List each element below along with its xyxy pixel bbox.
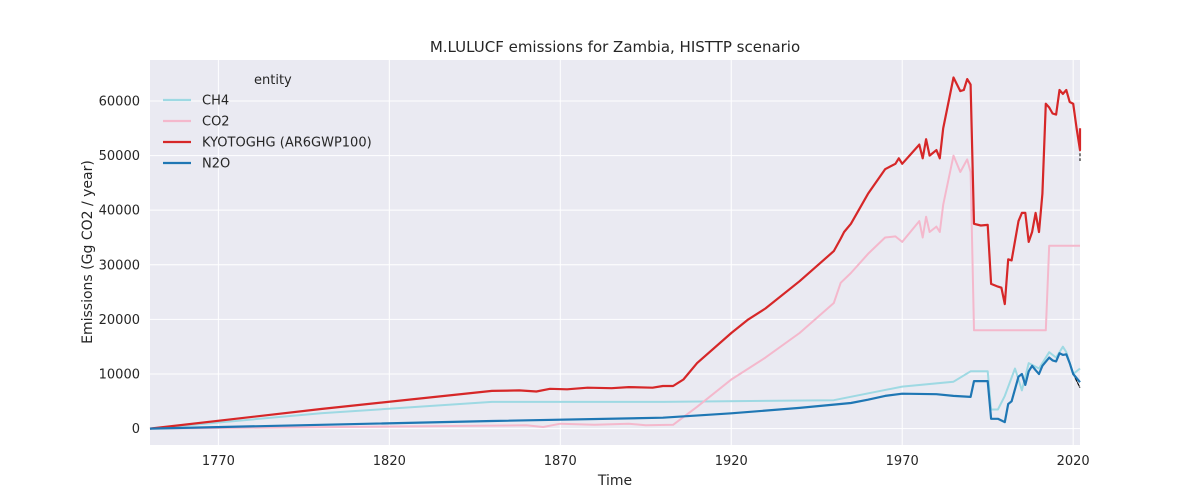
x-tick-labels: 1770 1820 1870 1920 1970 2020 [202, 454, 1090, 469]
legend-label: CH4 [202, 94, 229, 109]
x-axis-label: Time [597, 473, 632, 489]
series-line-kyotoghg-ar6gwp100 [149, 76, 1082, 430]
y-tick-label: 10000 [99, 368, 140, 383]
y-axis-label: Emissions (Gg CO2 / year) [80, 160, 96, 344]
y-tick-labels: 0 10000 20000 30000 40000 50000 60000 [99, 94, 140, 437]
y-tick-label: 60000 [99, 94, 140, 109]
legend-label: N2O [202, 157, 230, 172]
legend-label: CO2 [202, 115, 230, 130]
series-line-co2 [149, 154, 1080, 430]
x-tick-label: 1770 [202, 454, 235, 469]
y-tick-label: 20000 [99, 313, 140, 328]
y-tick-label: 50000 [99, 149, 140, 164]
series-line-ch4 [149, 345, 1081, 430]
grid-lines [150, 60, 1080, 445]
x-tick-label: 1970 [886, 454, 919, 469]
y-tick-label: 30000 [99, 258, 140, 273]
legend: entity CH4 CO2 KYOTOGHG (AR6GWP100) N2O [163, 73, 372, 172]
series-line-n2o [149, 352, 1081, 430]
x-tick-label: 1870 [544, 454, 577, 469]
legend-label: KYOTOGHG (AR6GWP100) [202, 136, 372, 151]
y-tick-label: 0 [132, 422, 140, 437]
series-lines [149, 76, 1082, 430]
plot-background [150, 60, 1080, 445]
legend-title: entity [254, 73, 292, 88]
y-tick-label: 40000 [99, 204, 140, 219]
x-tick-label: 1820 [373, 454, 406, 469]
x-tick-label: 1920 [715, 454, 748, 469]
x-tick-label: 2020 [1057, 454, 1090, 469]
chart-title: M.LULUCF emissions for Zambia, HISTTP sc… [430, 38, 800, 56]
